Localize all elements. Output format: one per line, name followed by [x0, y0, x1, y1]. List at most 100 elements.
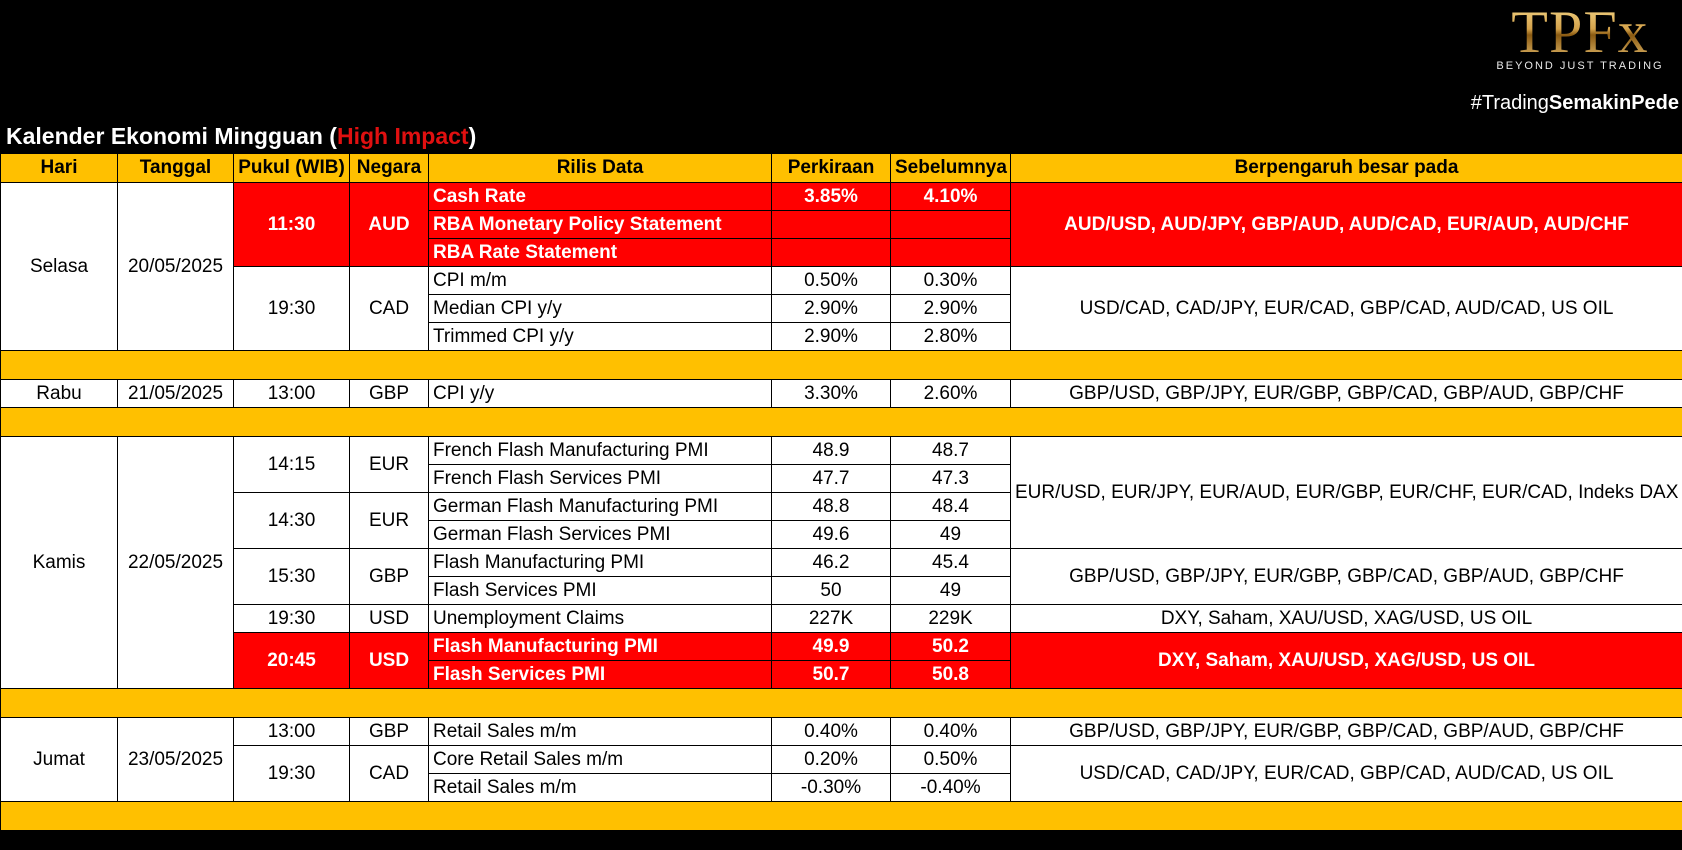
day-cell: Selasa [0, 182, 118, 351]
separator-cell [0, 407, 1682, 437]
hashtag-bold: SemakinPede [1548, 92, 1679, 114]
release-cell: CPI m/m [428, 266, 772, 295]
release-cell: Retail Sales m/m [428, 773, 772, 802]
time-cell: 19:30 [233, 266, 350, 351]
forecast-cell: 3.30% [771, 379, 891, 408]
forecast-cell: 0.20% [771, 745, 891, 774]
forecast-cell: 49.6 [771, 520, 891, 549]
previous-cell: 49 [890, 576, 1011, 605]
day-separator [0, 407, 1682, 437]
day-cell: Rabu [0, 379, 118, 408]
release-cell: German Flash Services PMI [428, 520, 772, 549]
separator-cell [0, 801, 1682, 831]
impact-cell: DXY, Saham, XAU/USD, XAG/USD, US OIL [1010, 604, 1682, 633]
previous-cell: 2.90% [890, 294, 1011, 323]
country-cell: USD [349, 632, 429, 689]
title-highlight: High Impact [336, 123, 469, 149]
impact-cell: USD/CAD, CAD/JPY, EUR/CAD, GBP/CAD, AUD/… [1010, 266, 1682, 351]
table-row: 19:30 USD Unemployment Claims 227K 229K … [1, 604, 1682, 633]
economic-calendar-table: Hari Tanggal Pukul (WIB) Negara Rilis Da… [0, 153, 1682, 831]
release-cell: Trimmed CPI y/y [428, 322, 772, 351]
previous-cell: 50.8 [890, 660, 1011, 689]
release-cell: Flash Services PMI [428, 660, 772, 689]
release-cell: Core Retail Sales m/m [428, 745, 772, 774]
time-cell: 15:30 [233, 548, 350, 605]
release-cell: French Flash Services PMI [428, 464, 772, 493]
table-row: Trimmed CPI y/y 2.90% 2.80% [1, 322, 1682, 351]
forecast-cell: 50.7 [771, 660, 891, 689]
country-cell: GBP [349, 379, 429, 408]
release-cell: Median CPI y/y [428, 294, 772, 323]
col-header-impact: Berpengaruh besar pada [1010, 153, 1682, 183]
impact-cell: GBP/USD, GBP/JPY, EUR/GBP, GBP/CAD, GBP/… [1010, 548, 1682, 605]
day-separator [0, 801, 1682, 831]
table-row: 15:30 GBP Flash Manufacturing PMI 46.2 4… [1, 548, 1682, 605]
time-cell: 13:00 [233, 717, 350, 746]
forecast-cell: 49.9 [771, 632, 891, 661]
col-header-forecast: Perkiraan [771, 153, 891, 183]
previous-cell: 2.60% [890, 379, 1011, 408]
release-cell: CPI y/y [428, 379, 772, 408]
separator-cell [0, 688, 1682, 718]
previous-cell: 48.4 [890, 492, 1011, 521]
forecast-cell [771, 210, 891, 239]
previous-cell: 0.30% [890, 266, 1011, 295]
col-header-previous: Sebelumnya [890, 153, 1011, 183]
country-cell: EUR [349, 436, 429, 493]
time-cell: 14:15 [233, 436, 350, 493]
forecast-cell: 48.9 [771, 436, 891, 465]
previous-cell [890, 238, 1011, 267]
country-cell: EUR [349, 492, 429, 549]
country-cell: CAD [349, 745, 429, 802]
country-cell: GBP [349, 548, 429, 605]
logo-tagline: BEYOND JUST TRADING [1496, 60, 1664, 72]
impact-cell: USD/CAD, CAD/JPY, EUR/CAD, GBP/CAD, AUD/… [1010, 745, 1682, 802]
date-cell: 23/05/2025 [117, 717, 234, 802]
logo-mark: TPFx [1490, 2, 1670, 62]
date-cell: 20/05/2025 [117, 182, 234, 351]
forecast-cell: 0.40% [771, 717, 891, 746]
table-header-row: Hari Tanggal Pukul (WIB) Negara Rilis Da… [0, 153, 1682, 183]
forecast-cell: 47.7 [771, 464, 891, 493]
previous-cell: 229K [890, 604, 1011, 633]
time-cell: 14:30 [233, 492, 350, 549]
forecast-cell: 2.90% [771, 322, 891, 351]
day-separator [0, 350, 1682, 380]
brand-logo: TPFx BEYOND JUST TRADING [1490, 2, 1670, 72]
previous-cell: 2.80% [890, 322, 1011, 351]
forecast-cell: 46.2 [771, 548, 891, 577]
day-cell: Jumat [0, 717, 118, 802]
forecast-cell: 2.90% [771, 294, 891, 323]
previous-cell [890, 210, 1011, 239]
release-cell: RBA Monetary Policy Statement [428, 210, 772, 239]
country-cell: USD [349, 604, 429, 633]
table-row: 19:30 CAD CPI m/m 0.50% 0.30% USD/CAD, C… [1, 266, 1682, 351]
time-cell: 13:00 [233, 379, 350, 408]
release-cell: Retail Sales m/m [428, 717, 772, 746]
page-title: Kalender Ekonomi Mingguan (High Impact) [6, 123, 476, 150]
release-cell: Cash Rate [428, 182, 772, 211]
impact-cell: GBP/USD, GBP/JPY, EUR/GBP, GBP/CAD, GBP/… [1010, 379, 1682, 408]
previous-cell: 50.2 [890, 632, 1011, 661]
table-row: Kamis 22/05/2025 14:15 EUR French Flash … [0, 436, 1682, 689]
release-cell: German Flash Manufacturing PMI [428, 492, 772, 521]
release-cell: French Flash Manufacturing PMI [428, 436, 772, 465]
time-cell: 11:30 [233, 182, 350, 267]
time-cell: 19:30 [233, 745, 350, 802]
previous-cell: 0.50% [890, 745, 1011, 774]
release-cell: RBA Rate Statement [428, 238, 772, 267]
previous-cell: 48.7 [890, 436, 1011, 465]
hashtag-prefix: #Trading [1470, 92, 1549, 114]
col-header-day: Hari [0, 153, 118, 183]
previous-cell: -0.40% [890, 773, 1011, 802]
release-cell: Flash Manufacturing PMI [428, 548, 772, 577]
previous-cell: 49 [890, 520, 1011, 549]
table-row: RBA Monetary Policy Statement [1, 210, 1682, 239]
col-header-date: Tanggal [117, 153, 234, 183]
release-cell: Flash Services PMI [428, 576, 772, 605]
table-row: Jumat 23/05/2025 13:00 GBP Retail Sales … [0, 717, 1682, 802]
separator-cell [0, 350, 1682, 380]
page-header: TPFx BEYOND JUST TRADING #TradingSemakin… [0, 0, 1682, 153]
date-cell: 21/05/2025 [117, 379, 234, 408]
